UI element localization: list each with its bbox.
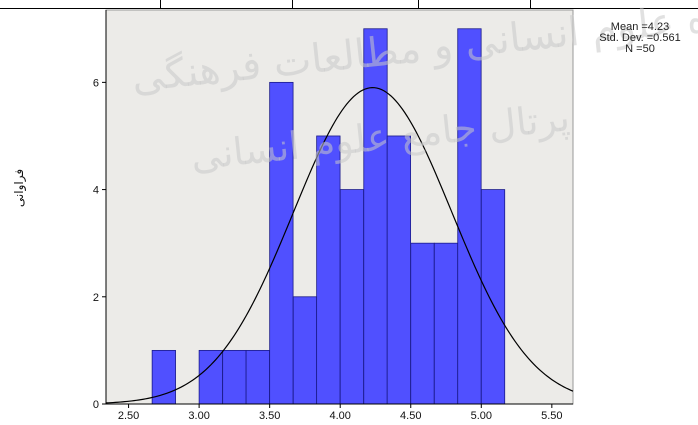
histogram-bar <box>387 136 410 404</box>
x-tick-label: 5.50 <box>541 410 562 422</box>
stats-box: Mean =4.23 Std. Dev. =0.561 N =50 <box>590 22 690 55</box>
histogram-bar <box>411 243 434 404</box>
histogram-bar <box>199 350 222 404</box>
histogram-bar <box>458 29 481 404</box>
histogram-bar <box>434 243 457 404</box>
histogram-bar <box>223 350 246 404</box>
x-tick-label: 5.00 <box>471 410 492 422</box>
histogram-bar <box>152 350 175 404</box>
y-tick-label: 6 <box>93 77 99 89</box>
histogram-bar <box>481 190 504 404</box>
histogram-bar <box>364 29 387 404</box>
histogram-bar <box>270 82 293 404</box>
stats-n: N =50 <box>590 44 690 55</box>
x-tick-label: 4.00 <box>329 410 350 422</box>
histogram-bar <box>317 136 340 404</box>
x-tick-label: 3.50 <box>259 410 280 422</box>
y-axis-label: فراوانی <box>12 158 32 218</box>
y-tick-label: 0 <box>93 399 99 411</box>
x-tick-label: 3.00 <box>188 410 209 422</box>
y-tick-label: 4 <box>93 185 99 197</box>
x-tick-label: 4.50 <box>400 410 421 422</box>
x-tick-label: 2.50 <box>118 410 139 422</box>
histogram-bar <box>246 350 269 404</box>
y-tick-label: 2 <box>93 292 99 304</box>
histogram-bar <box>293 297 316 404</box>
histogram-bar <box>340 190 363 404</box>
